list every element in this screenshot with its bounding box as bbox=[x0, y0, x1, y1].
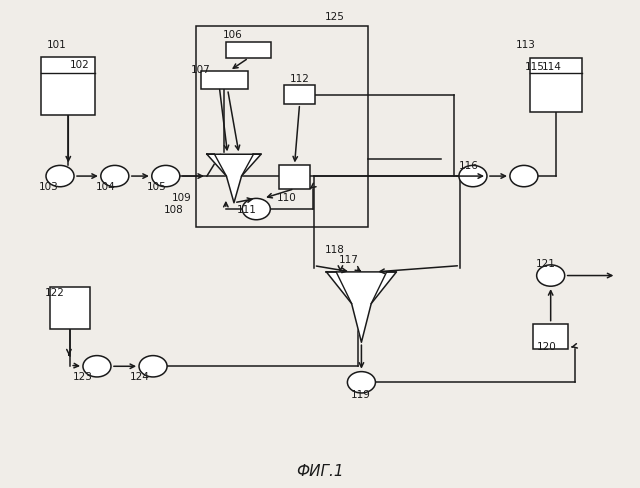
Text: 102: 102 bbox=[70, 61, 90, 70]
Text: 116: 116 bbox=[459, 162, 479, 171]
Text: 105: 105 bbox=[147, 182, 166, 192]
Text: 101: 101 bbox=[47, 40, 67, 50]
Bar bbox=[530, 58, 582, 112]
Text: 125: 125 bbox=[325, 12, 345, 22]
Bar bbox=[51, 287, 90, 329]
Bar bbox=[196, 26, 368, 227]
Text: 112: 112 bbox=[289, 74, 309, 84]
Text: 104: 104 bbox=[96, 182, 115, 192]
Text: 119: 119 bbox=[351, 390, 371, 400]
Text: 107: 107 bbox=[191, 65, 211, 75]
Text: 121: 121 bbox=[536, 260, 556, 269]
Circle shape bbox=[459, 165, 487, 187]
Bar bbox=[533, 324, 568, 349]
Text: 120: 120 bbox=[537, 342, 556, 352]
Text: 110: 110 bbox=[276, 193, 296, 203]
Text: 123: 123 bbox=[73, 372, 93, 383]
Bar bbox=[227, 42, 271, 58]
Text: 108: 108 bbox=[164, 205, 184, 215]
Text: 111: 111 bbox=[237, 205, 257, 215]
Bar bbox=[279, 165, 310, 189]
Circle shape bbox=[46, 165, 74, 187]
Text: 106: 106 bbox=[223, 30, 243, 41]
Bar bbox=[284, 85, 315, 104]
Text: 122: 122 bbox=[45, 288, 65, 299]
Polygon shape bbox=[326, 272, 396, 342]
Text: 114: 114 bbox=[541, 62, 562, 72]
Bar bbox=[200, 71, 248, 89]
Text: 117: 117 bbox=[339, 255, 359, 264]
Text: 115: 115 bbox=[525, 62, 545, 72]
Circle shape bbox=[243, 199, 270, 220]
Bar bbox=[41, 57, 95, 116]
Circle shape bbox=[348, 372, 376, 393]
Circle shape bbox=[510, 165, 538, 187]
Polygon shape bbox=[207, 154, 261, 203]
Text: 103: 103 bbox=[38, 182, 58, 192]
Circle shape bbox=[100, 165, 129, 187]
Text: 124: 124 bbox=[130, 372, 150, 383]
Text: 118: 118 bbox=[325, 245, 345, 255]
Text: ФИГ.1: ФИГ.1 bbox=[296, 464, 344, 479]
Circle shape bbox=[537, 265, 564, 286]
Circle shape bbox=[139, 356, 167, 377]
Text: 109: 109 bbox=[172, 193, 192, 203]
Text: 113: 113 bbox=[516, 40, 536, 50]
Circle shape bbox=[152, 165, 180, 187]
Circle shape bbox=[83, 356, 111, 377]
